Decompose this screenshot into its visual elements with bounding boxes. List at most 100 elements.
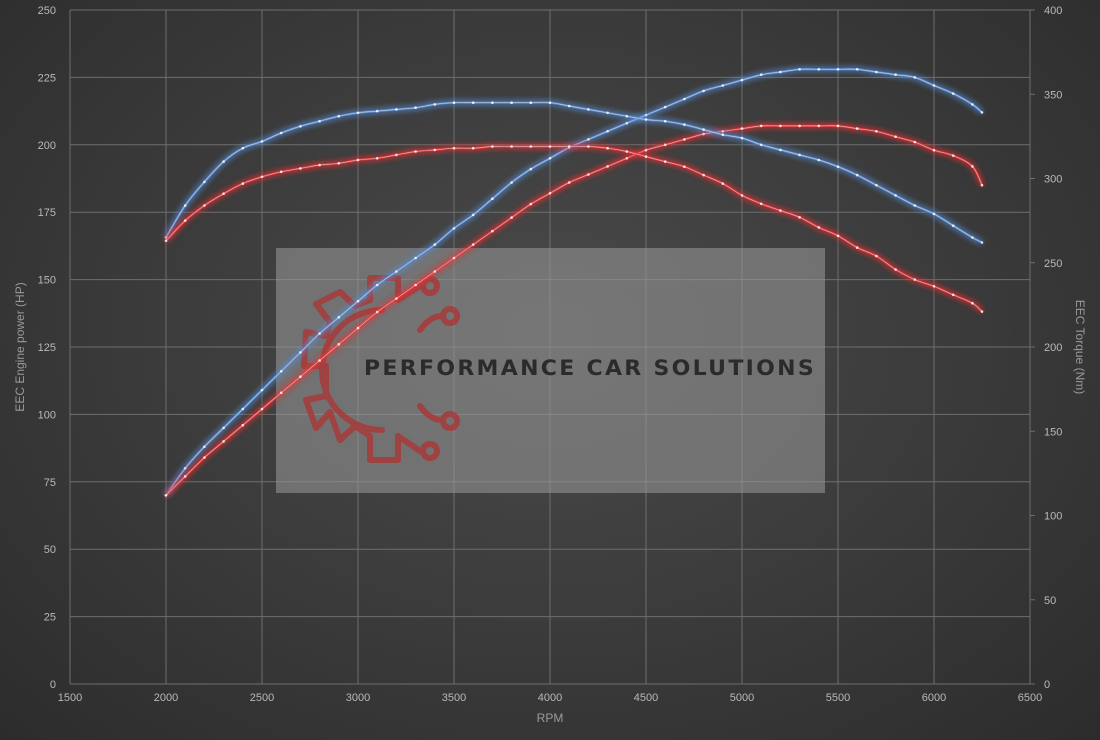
data-point (663, 143, 667, 147)
data-point (395, 153, 398, 157)
data-point (683, 138, 686, 141)
data-point (414, 256, 417, 260)
data-point (164, 494, 168, 497)
data-point (980, 111, 984, 114)
brand-text: PERFORMANCE CAR SOLUTIONS (364, 356, 816, 380)
data-point (875, 183, 878, 187)
data-point (779, 148, 782, 152)
data-point (625, 114, 629, 118)
data-point (203, 180, 206, 184)
data-point (471, 146, 475, 150)
data-point (299, 351, 302, 354)
data-point (337, 114, 341, 118)
data-point (414, 283, 417, 287)
data-point (299, 375, 302, 379)
data-point (260, 140, 264, 143)
data-point (798, 68, 801, 71)
data-point (529, 202, 533, 206)
data-point (980, 183, 984, 187)
data-point (375, 283, 379, 287)
data-point (606, 165, 609, 168)
y-left-tick-label: 225 (38, 72, 56, 84)
data-point (318, 359, 321, 362)
data-point (875, 130, 878, 133)
data-point (798, 216, 801, 219)
series-line-core (165, 102, 983, 243)
data-point (548, 145, 552, 148)
x-tick-label: 4000 (538, 692, 562, 704)
data-point (759, 73, 763, 76)
data-point (971, 165, 974, 168)
data-point (356, 111, 360, 115)
data-point (222, 192, 225, 195)
data-point (663, 105, 667, 109)
data-point (683, 165, 686, 168)
data-point (663, 160, 667, 163)
y-right-tick-label: 300 (1044, 174, 1062, 186)
data-point (164, 236, 168, 239)
x-tick-label: 2500 (250, 692, 274, 704)
data-point (740, 127, 744, 130)
data-point (529, 101, 533, 104)
y-left-tick-label: 25 (44, 612, 56, 624)
data-point (375, 157, 379, 160)
data-point (721, 133, 725, 136)
data-point (951, 154, 955, 157)
data-point (279, 170, 283, 174)
data-point (510, 101, 513, 104)
gear-circuit-icon (301, 275, 460, 463)
data-point (567, 145, 571, 148)
data-point (183, 219, 187, 222)
data-point (433, 148, 437, 152)
data-point (663, 119, 667, 123)
data-point (606, 146, 609, 150)
x-tick-label: 3500 (442, 692, 466, 704)
data-point (759, 124, 763, 128)
data-point (471, 213, 475, 217)
y-right-tick-label: 200 (1044, 342, 1062, 354)
data-point (817, 124, 821, 128)
data-point (951, 92, 955, 95)
series-1 (164, 68, 984, 497)
y-left-axis-title: EEC Engine power (HP) (13, 282, 27, 411)
data-point (702, 173, 705, 177)
data-point (260, 175, 264, 179)
data-point (279, 131, 283, 135)
data-point (836, 165, 840, 168)
data-point (913, 76, 917, 79)
x-tick-label: 5500 (826, 692, 850, 704)
data-point (702, 89, 705, 93)
data-point (356, 158, 360, 162)
data-point (318, 163, 321, 167)
data-point (491, 197, 494, 200)
data-point (980, 310, 984, 313)
data-point (798, 153, 801, 157)
y-left-tick-label: 200 (38, 140, 56, 152)
data-point (587, 138, 590, 141)
y-left-tick-label: 0 (50, 679, 56, 691)
data-point (548, 157, 552, 160)
data-point (279, 370, 283, 373)
data-point (625, 150, 629, 153)
data-point (433, 243, 437, 246)
data-point (875, 70, 878, 74)
series-2 (164, 124, 984, 497)
data-point (817, 158, 821, 162)
x-tick-label: 3000 (346, 692, 370, 704)
data-point (932, 148, 936, 152)
data-point (433, 103, 437, 106)
data-point (932, 84, 936, 87)
x-tick-label: 6000 (922, 692, 946, 704)
data-point (567, 181, 571, 184)
y-right-tick-label: 0 (1044, 679, 1050, 691)
data-point (395, 108, 398, 111)
data-point (222, 426, 225, 430)
data-point (740, 194, 744, 197)
data-point (971, 301, 974, 305)
watermark: PERFORMANCE CAR SOLUTIONS (276, 248, 825, 493)
data-point (644, 118, 648, 121)
data-point (740, 136, 744, 140)
y-right-tick-label: 250 (1044, 258, 1062, 270)
data-point (491, 145, 494, 148)
